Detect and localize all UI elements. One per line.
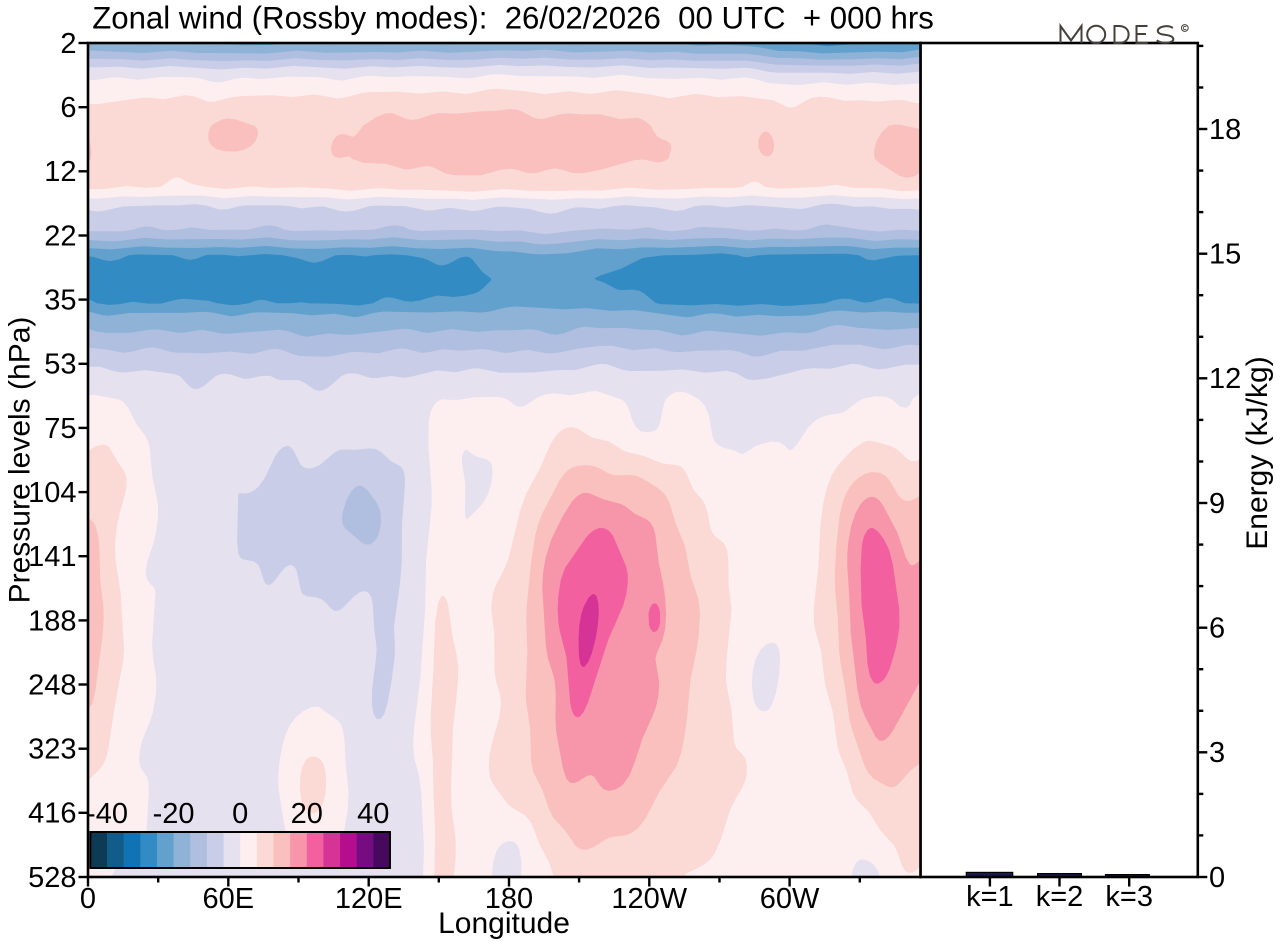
svg-text:-40: -40	[86, 798, 128, 830]
svg-text:248: 248	[28, 669, 76, 701]
svg-text:20: 20	[291, 798, 323, 830]
svg-text:35: 35	[44, 285, 76, 317]
svg-text:53: 53	[44, 349, 76, 381]
svg-text:0: 0	[232, 798, 248, 830]
svg-text:Zonal wind (Rossby modes): 26: Zonal wind (Rossby modes): 26/02/2026 00…	[92, 1, 934, 36]
svg-text:323: 323	[28, 734, 76, 766]
svg-text:k=2: k=2	[1036, 881, 1084, 913]
svg-text:Pressure levels (hPa): Pressure levels (hPa)	[4, 317, 37, 604]
svg-text:3: 3	[1209, 737, 1225, 769]
svg-text:528: 528	[28, 862, 76, 894]
svg-text:104: 104	[28, 477, 76, 509]
svg-text:k=1: k=1	[966, 881, 1014, 913]
svg-text:180: 180	[485, 883, 533, 915]
svg-text:12: 12	[1209, 363, 1241, 395]
svg-text:Energy (kJ/kg): Energy (kJ/kg)	[1241, 356, 1274, 549]
svg-text:0: 0	[1209, 862, 1225, 894]
svg-text:9: 9	[1209, 488, 1225, 520]
svg-text:6: 6	[60, 92, 76, 124]
svg-text:60E: 60E	[202, 883, 254, 915]
svg-text:22: 22	[44, 220, 76, 252]
svg-text:0: 0	[80, 883, 96, 915]
svg-text:15: 15	[1209, 239, 1241, 271]
svg-text:141: 141	[28, 541, 76, 573]
svg-text:120W: 120W	[611, 883, 687, 915]
svg-text:416: 416	[28, 798, 76, 830]
svg-text:6: 6	[1209, 613, 1225, 645]
svg-text:60W: 60W	[760, 883, 820, 915]
svg-text:188: 188	[28, 605, 76, 637]
svg-text:120E: 120E	[335, 883, 403, 915]
svg-text:-20: -20	[153, 798, 195, 830]
svg-text:k=3: k=3	[1105, 881, 1153, 913]
svg-text:2: 2	[60, 28, 76, 60]
svg-text:12: 12	[44, 156, 76, 188]
svg-text:40: 40	[357, 798, 389, 830]
svg-text:18: 18	[1209, 114, 1241, 146]
svg-text:75: 75	[44, 413, 76, 445]
svg-text:Longitude: Longitude	[438, 907, 570, 940]
